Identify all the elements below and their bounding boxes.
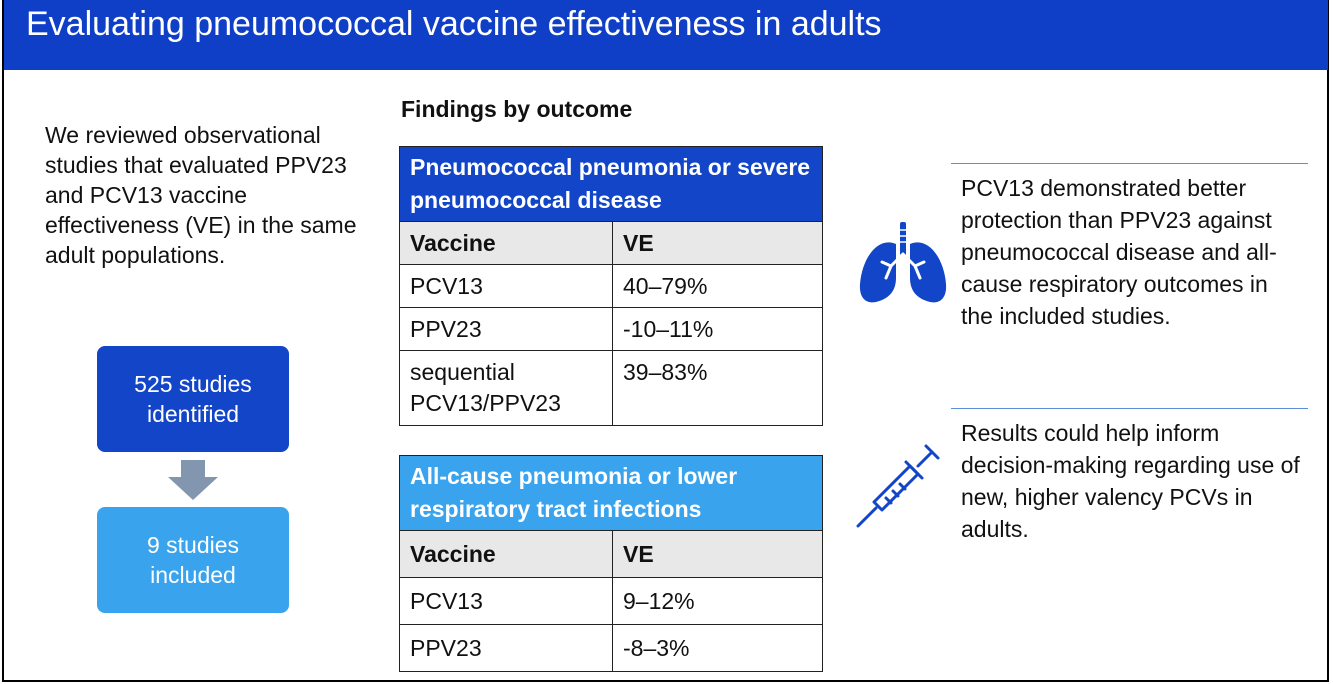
- all-cause-table: All-cause pneumonia or lower respiratory…: [399, 455, 823, 672]
- table-row: PCV13 40–79%: [399, 264, 823, 308]
- table-header-row: Vaccine VE: [399, 221, 823, 265]
- vaccine-cell: PPV23: [399, 624, 613, 672]
- table-heading: Pneumococcal pneumonia or severe pneumoc…: [399, 146, 823, 222]
- studies-identified-box: 525 studies identified: [97, 346, 289, 452]
- column-header-vaccine: Vaccine: [399, 221, 613, 265]
- studies-included-box: 9 studies included: [97, 507, 289, 613]
- table-heading: All-cause pneumonia or lower respiratory…: [399, 455, 823, 531]
- table-header-row: Vaccine VE: [399, 530, 823, 578]
- conclusion-implications: Results could help inform decision-makin…: [961, 420, 1300, 542]
- conclusion-protection: PCV13 demonstrated better protection tha…: [961, 175, 1277, 329]
- ve-cell: -8–3%: [612, 624, 823, 672]
- title-bar: Evaluating pneumococcal vaccine effectiv…: [4, 0, 1328, 70]
- down-arrow-icon: [168, 460, 218, 500]
- syringe-icon: [856, 444, 940, 528]
- column-header-vaccine: Vaccine: [399, 530, 613, 578]
- ve-cell: -10–11%: [612, 307, 823, 351]
- ve-cell: 39–83%: [612, 350, 823, 426]
- divider: [951, 408, 1308, 409]
- vaccine-cell: sequential PCV13/PPV23: [399, 350, 613, 426]
- divider: [951, 163, 1308, 164]
- table-row: sequential PCV13/PPV23 39–83%: [399, 350, 823, 426]
- table-row: PPV23 -8–3%: [399, 624, 823, 672]
- page-title: Evaluating pneumococcal vaccine effectiv…: [26, 5, 882, 43]
- intro-text: We reviewed observational studies that e…: [45, 122, 357, 268]
- ve-cell: 9–12%: [612, 577, 823, 625]
- table-row: PPV23 -10–11%: [399, 307, 823, 351]
- vaccine-cell: PPV23: [399, 307, 613, 351]
- findings-title: Findings by outcome: [401, 96, 633, 122]
- ve-cell: 40–79%: [612, 264, 823, 308]
- table-row: PCV13 9–12%: [399, 577, 823, 625]
- studies-included-label: 9 studies included: [146, 532, 240, 588]
- column-header-ve: VE: [612, 530, 823, 578]
- studies-identified-label: 525 studies identified: [134, 371, 252, 427]
- pneumococcal-table: Pneumococcal pneumonia or severe pneumoc…: [399, 146, 823, 426]
- vaccine-cell: PCV13: [399, 577, 613, 625]
- column-header-ve: VE: [612, 221, 823, 265]
- lungs-icon: [859, 222, 947, 303]
- vaccine-cell: PCV13: [399, 264, 613, 308]
